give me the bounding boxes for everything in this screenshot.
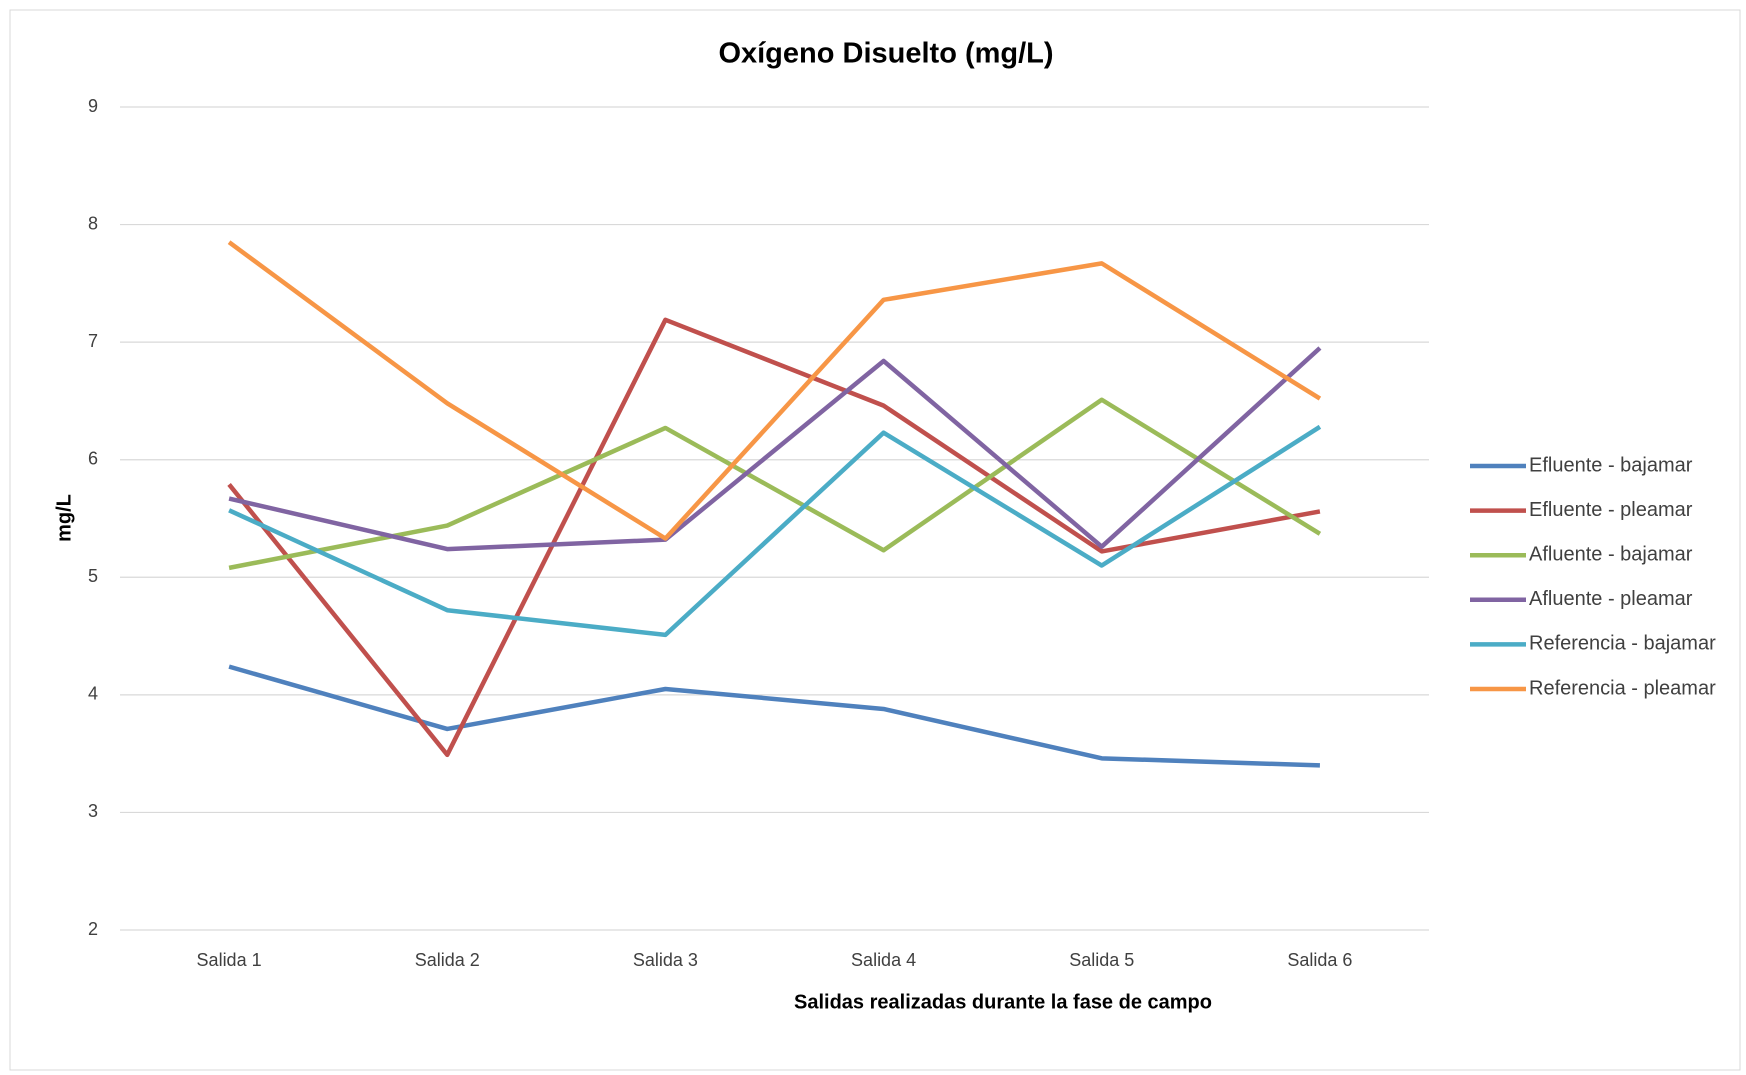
legend-label: Efluente - pleamar: [1529, 499, 1693, 521]
legend-label: Referencia - bajamar: [1529, 633, 1716, 655]
chart-title: Oxígeno Disuelto (mg/L): [718, 38, 1053, 70]
series-line: [228, 424, 1322, 638]
y-tick-label: 6: [88, 448, 98, 468]
series-line: [227, 240, 1322, 541]
y-tick-label: 3: [88, 801, 98, 821]
y-tick-label: 7: [88, 331, 98, 351]
series-line: [228, 346, 1322, 552]
x-tick-label: Salida 6: [1287, 950, 1352, 970]
series-line: [228, 397, 1322, 571]
x-tick-label: Salida 2: [415, 950, 480, 970]
series-line: [228, 664, 1320, 768]
legend-label: Efluente - bajamar: [1529, 454, 1693, 476]
x-tick-label: Salida 3: [633, 950, 698, 970]
legend-label: Referencia - pleamar: [1529, 677, 1716, 699]
y-tick-label: 9: [88, 96, 98, 116]
y-axis-label: mg/L: [53, 494, 75, 542]
legend-label: Afluente - pleamar: [1529, 588, 1693, 610]
x-axis-label: Salidas realizadas durante la fase de ca…: [794, 991, 1212, 1013]
y-tick-label: 2: [88, 919, 98, 939]
y-tick-label: 5: [88, 566, 98, 586]
legend-label: Afluente - bajamar: [1529, 543, 1693, 565]
x-tick-label: Salida 4: [851, 950, 916, 970]
y-tick-label: 4: [88, 684, 98, 704]
y-tick-label: 8: [88, 213, 98, 233]
x-tick-label: Salida 1: [197, 950, 262, 970]
chart-frame: [9, 9, 1741, 1071]
x-tick-label: Salida 5: [1069, 950, 1134, 970]
